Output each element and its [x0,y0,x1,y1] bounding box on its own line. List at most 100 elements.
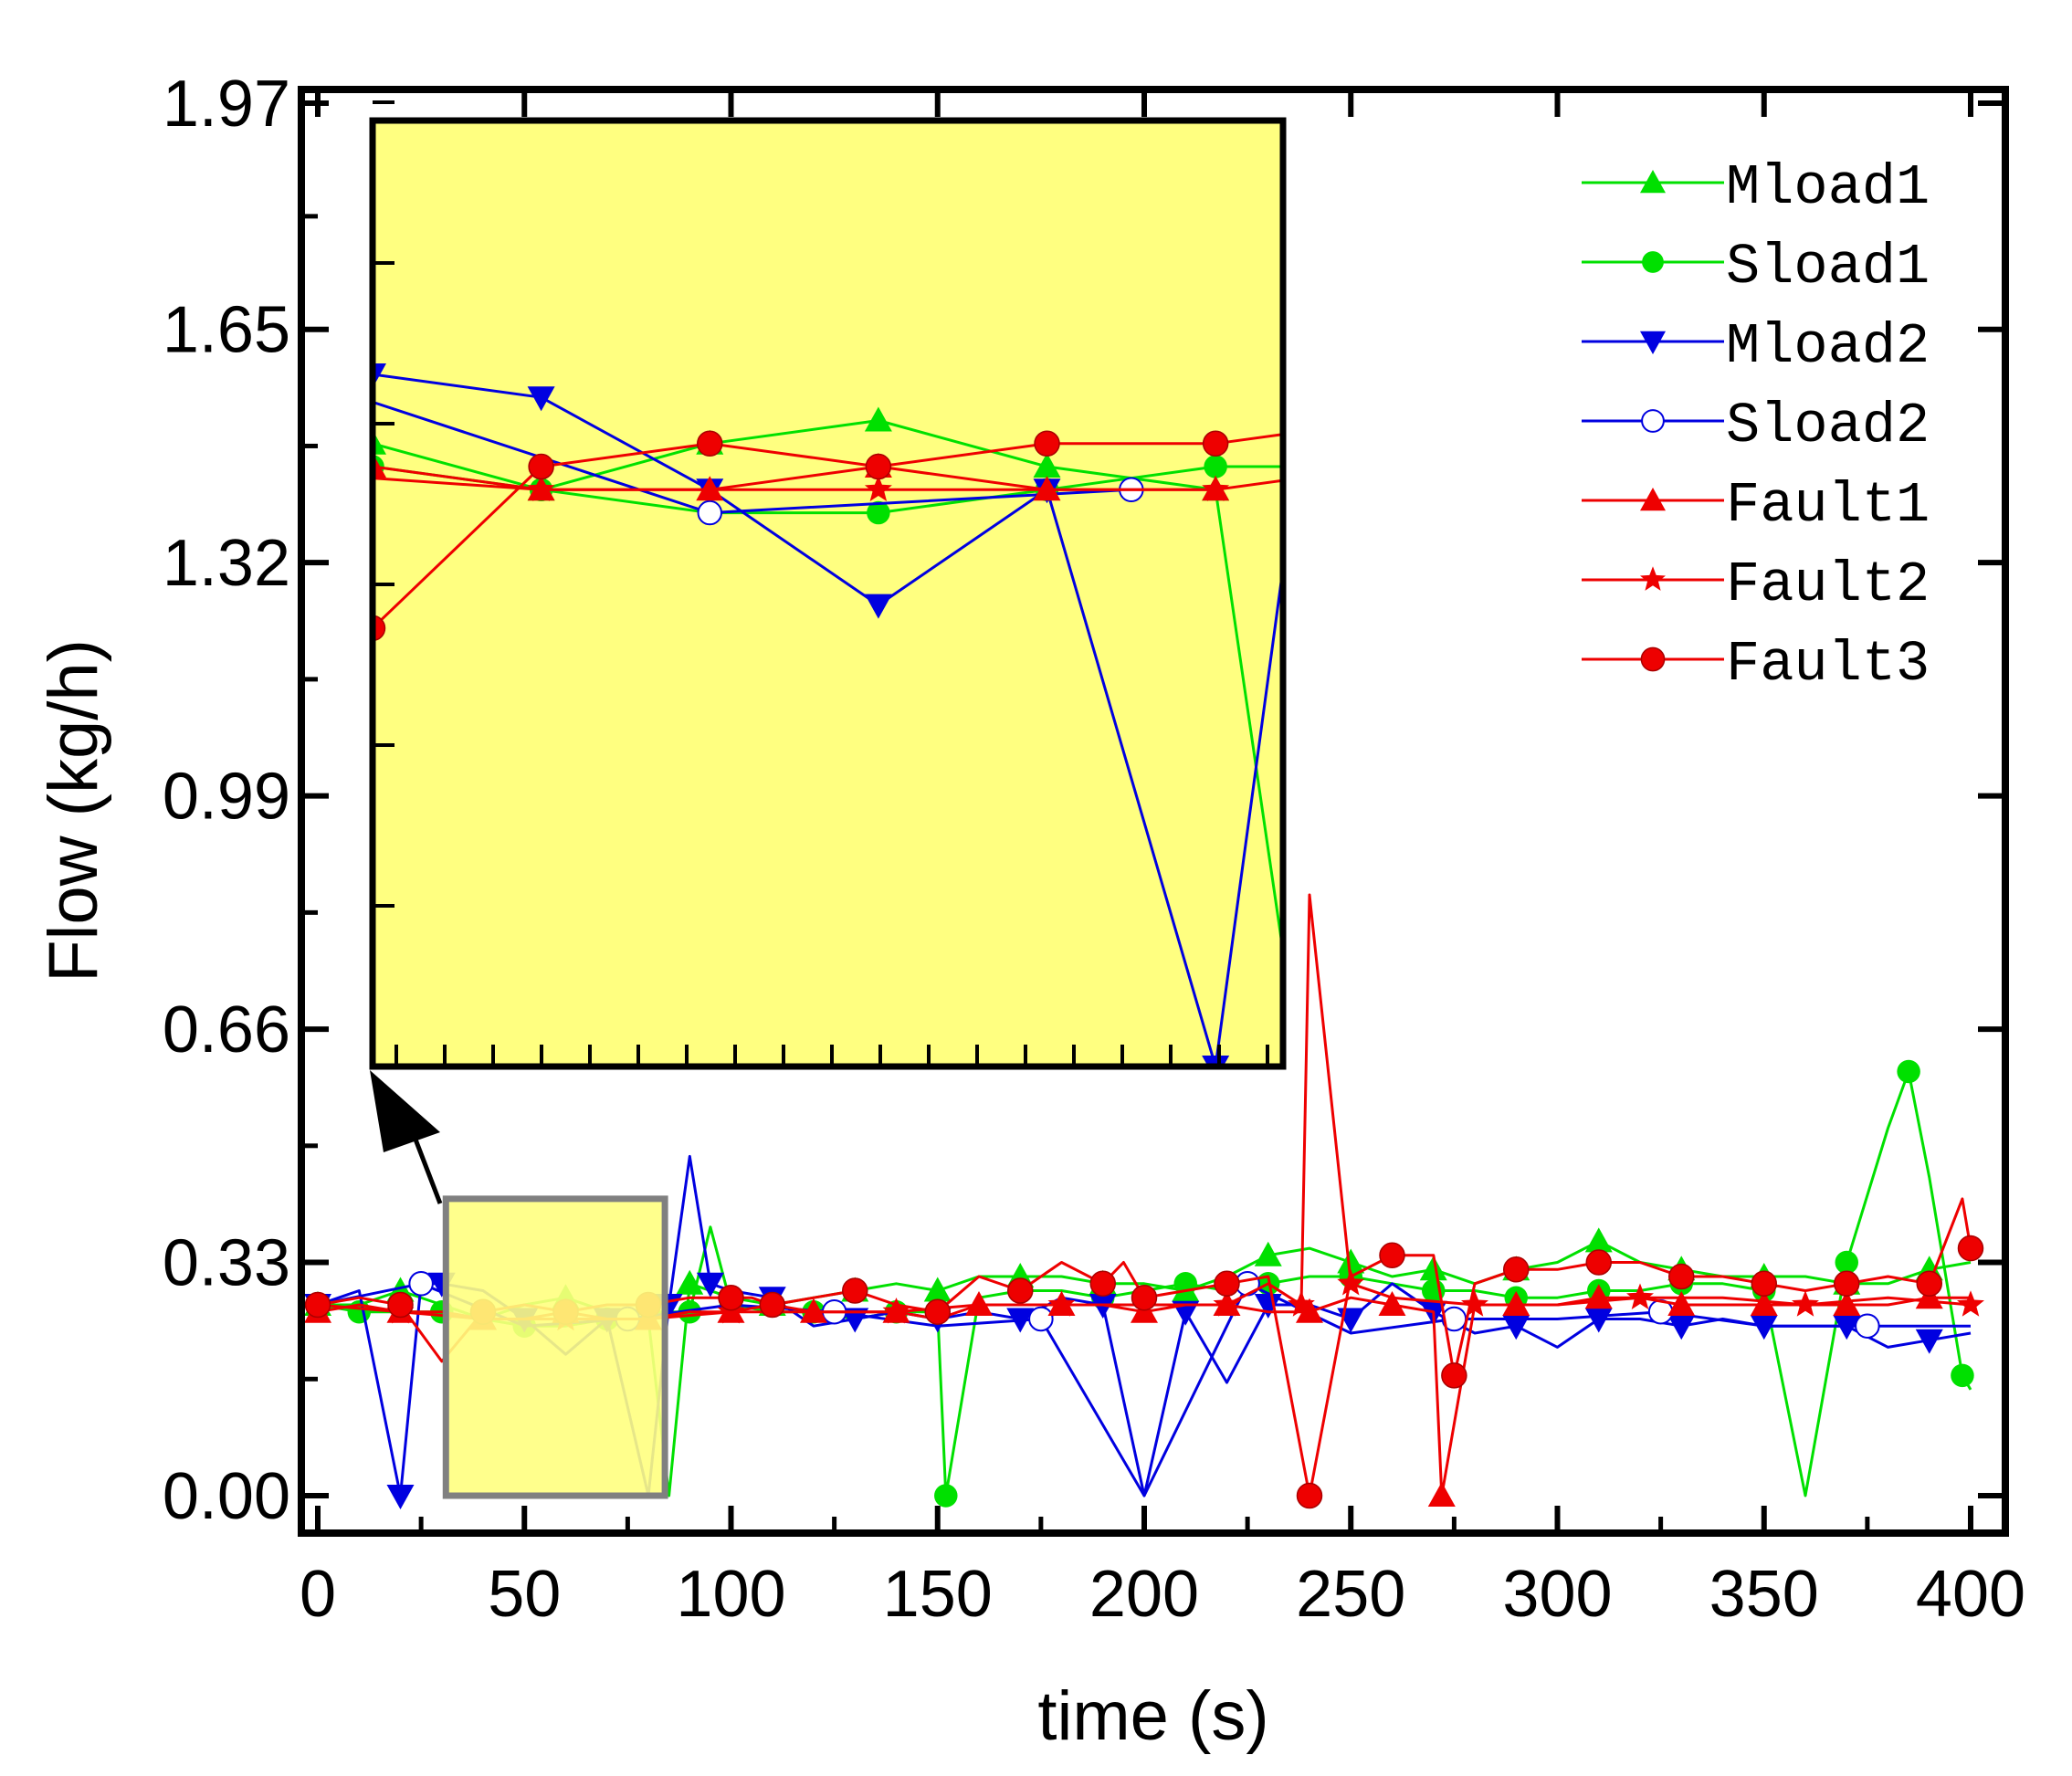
data-point-fault1 [1833,1290,1861,1316]
data-point-sload1 [1951,1363,1974,1388]
data-point-mload2 [696,1272,724,1298]
legend-item: Mload2 [1582,314,1930,379]
y-tick-label: 0.33 [163,1227,290,1300]
inset-point-sload2 [697,499,723,526]
data-point-fault1 [1427,1482,1456,1507]
data-point-fault3 [304,1291,331,1319]
data-point-fault3 [1441,1362,1467,1389]
data-point-fault1 [965,1290,993,1316]
legend-marker [1640,170,1666,194]
data-point-fault3 [1503,1256,1530,1283]
data-point-fault2 [1213,1290,1241,1317]
inset-point-mload1 [1033,453,1061,478]
data-point-fault1 [1750,1290,1778,1316]
data-point-sload1 [1897,1059,1920,1084]
x-tick-label: 350 [1709,1558,1819,1631]
data-point-fault3 [759,1291,785,1319]
legend-item: Sload1 [1582,235,1930,300]
data-point-mload2 [1584,1308,1613,1333]
legend-label: Mload1 [1726,155,1930,220]
data-point-fault2 [1957,1290,1984,1317]
inset-point-mload1 [373,429,386,455]
legend-marker [1640,646,1666,672]
data-point-mload1 [1419,1256,1447,1281]
inset-point-mload2 [373,363,386,388]
inset-point-fault3 [865,453,892,480]
data-point-fault2 [1288,1290,1315,1317]
data-point-fault3 [1214,1270,1240,1298]
inset-frame [369,117,1287,1070]
inset-point-fault1 [373,453,386,478]
data-point-fault3 [1916,1270,1942,1298]
legend-marker [1640,566,1666,591]
legend-marker [1641,409,1665,433]
data-point-fault3 [1296,1482,1323,1509]
data-point-fault3 [842,1277,868,1304]
x-tick-label: 400 [1916,1558,2025,1631]
data-point-mload2 [1915,1329,1943,1354]
legend: Mload1 Sload1 Mload2 Sload2 Fault1 Fault2 Faul… [1582,155,1930,697]
inset-point-fault2 [527,475,555,501]
inset-line-fault2 [373,477,1216,491]
x-axis-title: time (s) [1037,1677,1268,1755]
data-point-mload2 [1833,1315,1861,1340]
data-point-fault1 [1296,1298,1323,1323]
legend-label: Sload1 [1726,235,1930,300]
data-point-mload2 [1667,1315,1696,1340]
inset-plot [369,100,1287,1070]
data-point-fault3 [1751,1270,1777,1298]
data-point-fault1 [1378,1290,1406,1316]
inset-point-sload1 [867,500,890,525]
inset-series [373,363,1283,1067]
y-tick-label: 0.00 [163,1460,290,1533]
data-point-mload1 [1584,1227,1613,1253]
legend-label: Sload2 [1726,394,1930,458]
legend-item: Fault2 [1582,552,1930,617]
axes: 0 50 100 150 200 250 300 350 400 0.00 0.33 0.66 0.99… [163,68,2025,1631]
y-tick-label: 1.65 [163,294,290,367]
data-point-sload2 [408,1271,434,1297]
inset-point-fault2 [1202,475,1230,501]
data-point-mload2 [1750,1315,1778,1340]
y-tick-label: 0.66 [163,993,290,1067]
zoom-box [442,1195,668,1499]
data-point-fault3 [1957,1235,1984,1262]
legend-marker [1642,251,1664,273]
legend-label: Fault2 [1726,552,1930,617]
data-point-sload1 [934,1484,958,1508]
legend-label: Fault1 [1726,473,1930,538]
inset-point-fault1 [696,476,724,501]
arrow-shaft [410,1131,443,1204]
data-point-fault3 [1379,1242,1405,1269]
data-point-fault3 [1585,1249,1612,1276]
x-tick-label: 50 [488,1558,561,1631]
data-point-sload2 [1028,1306,1054,1332]
data-point-mload2 [1254,1293,1282,1319]
data-point-fault2 [1461,1290,1488,1317]
data-point-fault3 [1089,1270,1116,1298]
legend-item: Fault3 [1582,632,1930,697]
data-point-fault2 [882,1298,910,1324]
inset-point-mload2 [527,386,555,412]
data-point-sload1 [1835,1250,1858,1275]
legend-item: Fault1 [1582,473,1930,538]
data-point-fault3 [924,1298,951,1325]
x-tick-label: 300 [1502,1558,1612,1631]
data-point-mload1 [1254,1241,1282,1266]
data-point-mload1 [923,1277,952,1302]
data-point-fault3 [1007,1277,1034,1304]
x-tick-label: 250 [1296,1558,1405,1631]
data-point-fault2 [1792,1290,1819,1317]
x-tick-label: 0 [300,1558,336,1631]
data-point-fault3 [387,1291,414,1319]
data-point-sload2 [1855,1313,1880,1339]
data-point-fault2 [1047,1290,1076,1317]
legend-label: Mload2 [1726,314,1930,379]
legend-item: Sload2 [1582,394,1930,458]
inset-background [373,121,1283,1067]
legend-label: Fault3 [1726,632,1930,697]
x-tick-label: 200 [1089,1558,1199,1631]
inset-point-fault3 [528,453,554,480]
inset-point-fault3 [1034,430,1060,457]
inset-point-fault3 [1202,430,1229,457]
